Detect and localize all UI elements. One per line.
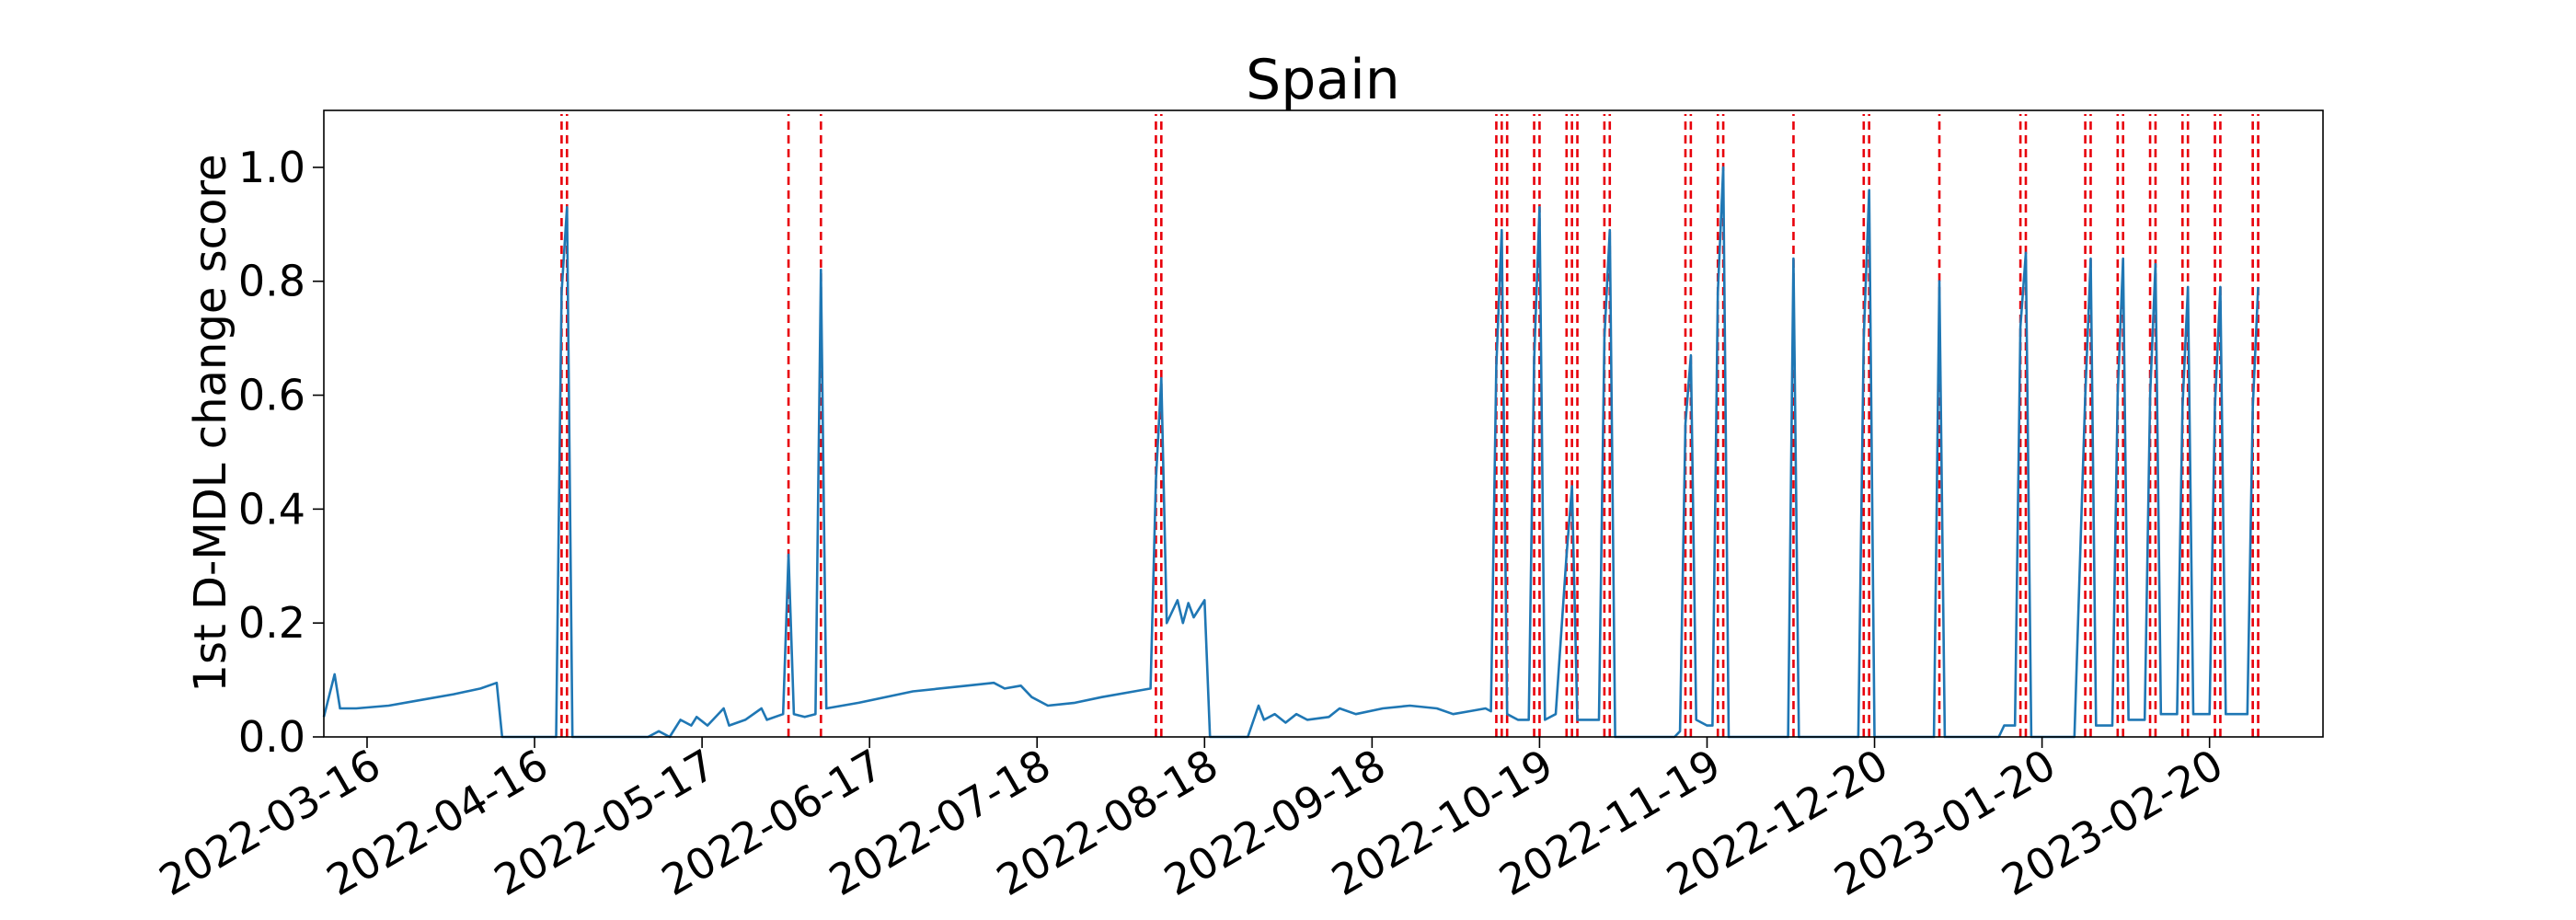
- chart-title: Spain: [1246, 48, 1400, 112]
- plot-area-frame: [323, 109, 2324, 738]
- y-tick-label: 1.0: [238, 143, 305, 192]
- y-axis-label: 1st D-MDL change score: [185, 154, 236, 692]
- y-tick-label: 0.6: [238, 371, 305, 420]
- series-line: [322, 166, 2260, 739]
- x-axis: 2022-03-162022-04-162022-05-172022-06-17…: [151, 737, 2231, 905]
- y-tick-label: 0.2: [238, 598, 305, 648]
- y-tick-label: 0.4: [238, 484, 305, 534]
- y-tick-label: 0.8: [238, 257, 305, 306]
- y-tick-label: 0.0: [238, 712, 305, 762]
- y-axis: 0.0 0.2 0.4 0.6 0.8 1.0: [238, 143, 324, 762]
